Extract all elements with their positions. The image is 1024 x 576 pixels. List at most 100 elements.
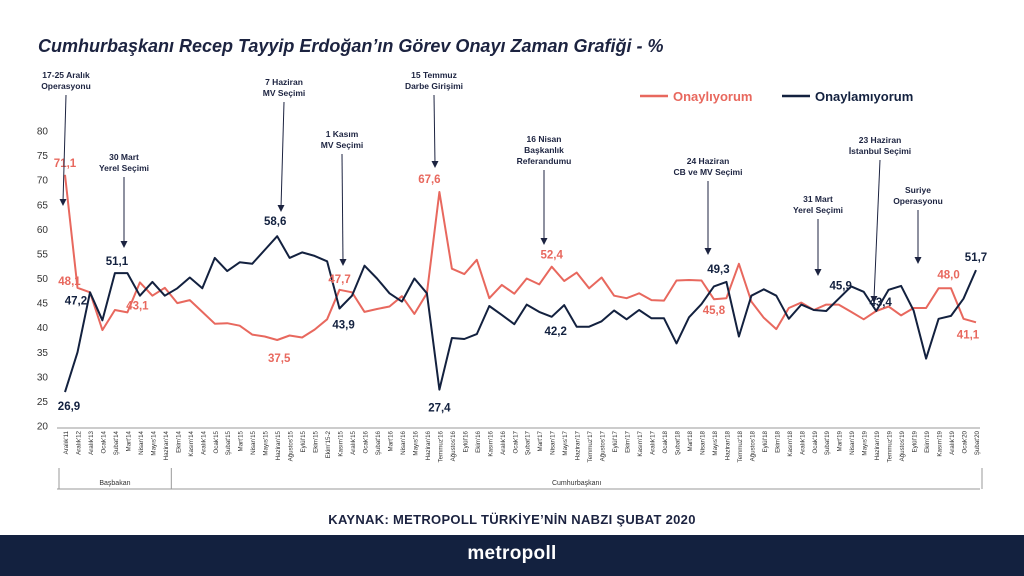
x-tick-label: Eylül'15 <box>300 430 307 452</box>
x-tick-label: Eylül'19 <box>912 430 919 452</box>
x-tick-label: Ocak'17 <box>512 430 519 453</box>
x-tick-label: Aralık'18 <box>799 430 806 454</box>
y-tick-label: 65 <box>37 200 49 211</box>
y-tick-label: 20 <box>37 422 49 433</box>
event-annotation-label: 30 Mart <box>109 152 139 162</box>
event-annotation-arrowhead <box>914 257 922 264</box>
x-tick-label: Ekim'18 <box>774 430 781 452</box>
data-label: 26,9 <box>58 401 80 413</box>
data-label: 51,1 <box>106 256 129 268</box>
x-tick-label: Aralık'12 <box>75 430 82 454</box>
event-annotation-label: 24 Haziran <box>687 156 730 166</box>
x-tick-label: Ağustos'18 <box>749 430 756 461</box>
event-annotation-arrowhead <box>870 296 878 303</box>
x-tick-label: Haziran'16 <box>425 430 432 460</box>
data-label: 48,0 <box>937 269 959 281</box>
y-tick-label: 55 <box>37 249 49 260</box>
event-annotation-label: 7 Haziran <box>265 77 303 87</box>
data-label: 43,1 <box>126 300 149 312</box>
event-annotation-label: MV Seçimi <box>321 140 364 150</box>
x-tick-label: Ekim'17 <box>625 430 632 452</box>
period-label: Başbakan <box>99 480 130 487</box>
approve-series-line <box>64 174 977 341</box>
x-tick-label: Mart'17 <box>537 430 544 451</box>
event-annotation-arrowhead <box>540 238 548 245</box>
x-tick-label: Temmuz'17 <box>587 430 594 462</box>
x-tick-label: Mayıs'15 <box>263 430 270 455</box>
data-label: 43,9 <box>332 319 354 331</box>
x-tick-label: Mayıs'16 <box>412 430 419 455</box>
event-annotation-label: CB ve MV Seçimi <box>674 167 743 177</box>
legend-label-disapprove: Onaylamıyorum <box>815 89 913 104</box>
x-tick-label: Ocak'14 <box>100 430 107 453</box>
y-tick-label: 40 <box>37 323 49 334</box>
data-label: 27,4 <box>428 403 451 415</box>
x-tick-label: Kasım'17 <box>637 430 644 456</box>
x-tick-label: Haziran'17 <box>575 430 582 460</box>
data-label: 51,7 <box>965 252 987 264</box>
x-tick-label: Temmuz'18 <box>737 430 744 462</box>
event-annotation-label: Başkanlık <box>524 145 564 155</box>
event-annotation-arrow <box>280 101 285 209</box>
x-tick-label: Şubat'19 <box>824 430 831 455</box>
x-tick-label: Ocak'16 <box>363 430 370 453</box>
x-tick-label: Ekim'16 <box>475 430 482 452</box>
data-label: 52,4 <box>541 250 564 262</box>
event-annotation-arrowhead <box>59 199 67 206</box>
data-label: 58,6 <box>264 216 286 228</box>
x-tick-label: Temmuz'19 <box>887 430 894 462</box>
x-tick-label: Ekim'15 <box>313 430 320 452</box>
x-tick-label: Aralık'15 <box>350 430 357 454</box>
x-tick-label: Kasım'19 <box>937 430 944 456</box>
x-tick-label: Mayıs'18 <box>712 430 719 455</box>
x-tick-label: Kasım'16 <box>487 430 494 456</box>
event-annotation-arrowhead <box>704 248 712 255</box>
period-label: Cumhurbaşkanı <box>552 480 601 487</box>
data-label: 45,8 <box>703 305 726 317</box>
event-annotation-arrowhead <box>339 259 347 266</box>
event-annotation-arrow <box>433 94 436 165</box>
disapprove-series-line <box>64 235 977 393</box>
x-tick-label: Mayıs'17 <box>562 430 569 455</box>
x-tick-label: Nisan'19 <box>849 430 856 454</box>
data-label: 41,1 <box>957 329 980 341</box>
x-tick-label: Ocak'19 <box>812 430 819 453</box>
y-tick-label: 30 <box>37 372 49 383</box>
source-note: KAYNAK: METROPOLL TÜRKİYE’NİN NABZI ŞUBA… <box>328 512 696 527</box>
x-tick-label: Mart'18 <box>687 430 694 451</box>
event-annotation-label: Operasyonu <box>41 81 91 91</box>
y-tick-label: 50 <box>37 274 49 285</box>
x-tick-label: Şubat'16 <box>375 430 382 455</box>
event-annotation-label: MV Seçimi <box>263 88 306 98</box>
event-annotation-label: Operasyonu <box>893 196 943 206</box>
y-tick-label: 35 <box>37 348 49 359</box>
footer-bar: metropoll <box>0 535 1024 576</box>
x-tick-label: Ocak'20 <box>962 430 969 453</box>
x-tick-label: Mart'15 <box>238 430 245 451</box>
x-tick-label: Ağustos'15 <box>288 430 295 461</box>
event-annotation-label: 1 Kasım <box>326 129 359 139</box>
y-tick-label: 45 <box>37 299 49 310</box>
event-annotation-arrowhead <box>431 161 439 168</box>
y-tick-label: 25 <box>37 397 49 408</box>
x-tick-label: Ekim'15-2 <box>325 430 332 458</box>
x-tick-label: Nisan'17 <box>550 430 557 454</box>
event-annotation-arrow <box>62 94 67 203</box>
x-tick-label: Aralık'19 <box>949 430 956 454</box>
x-tick-label: Aralık'11 <box>63 430 70 454</box>
x-tick-label: Temmuz'16 <box>437 430 444 462</box>
chart-title: Cumhurbaşkanı Recep Tayyip Erdoğan’ın Gö… <box>38 36 664 56</box>
x-tick-label: Şubat'18 <box>674 430 681 455</box>
x-tick-label: Eylül'16 <box>462 430 469 452</box>
x-tick-label: Nisan'15 <box>250 430 257 454</box>
data-label: 37,5 <box>268 353 291 365</box>
event-annotation-label: 16 Nisan <box>527 134 562 144</box>
brand-logo: metropoll <box>467 543 557 564</box>
data-label: 48,1 <box>58 276 81 288</box>
event-annotation-label: 15 Temmuz <box>411 70 457 80</box>
x-tick-label: Eylül'18 <box>762 430 769 452</box>
event-annotation-arrowhead <box>277 205 285 212</box>
x-tick-label: Ocak'18 <box>662 430 669 453</box>
x-tick-label: Ağustos'19 <box>899 430 906 461</box>
x-tick-label: Ocak'15 <box>213 430 220 453</box>
